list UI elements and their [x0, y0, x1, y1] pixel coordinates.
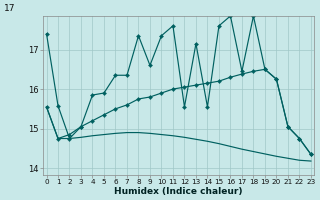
X-axis label: Humidex (Indice chaleur): Humidex (Indice chaleur) [115, 187, 243, 196]
Text: 17: 17 [4, 4, 16, 13]
